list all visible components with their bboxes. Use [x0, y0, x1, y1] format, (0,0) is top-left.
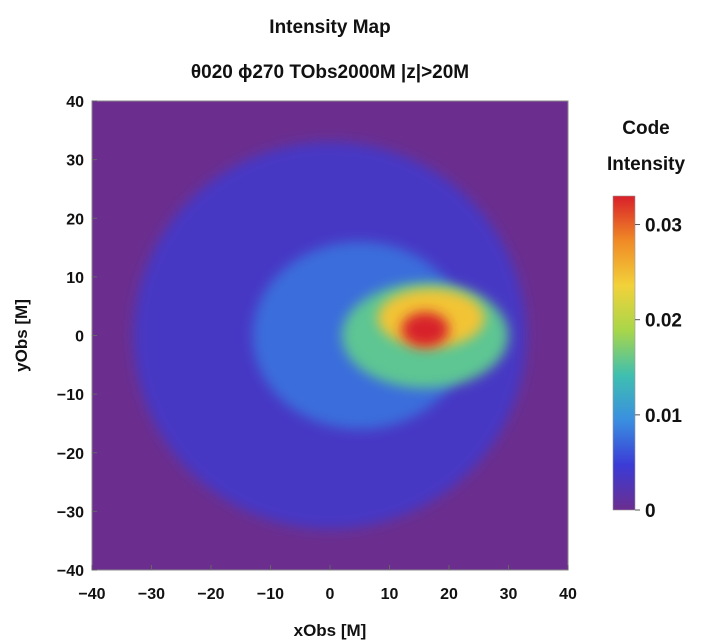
x-tick-label: −10	[257, 586, 284, 603]
y-tick-label: −30	[57, 504, 84, 521]
x-axis-label: xObs [M]	[294, 621, 367, 640]
chart-title: Intensity Map	[269, 17, 391, 38]
x-tick-label: −20	[197, 586, 224, 603]
x-tick-label: −40	[78, 586, 105, 603]
y-tick-label: 20	[66, 211, 84, 228]
x-tick-label: 10	[381, 586, 399, 603]
y-tick-label: 0	[75, 329, 84, 346]
x-tick-label: 0	[326, 586, 335, 603]
y-tick-label: 30	[66, 153, 84, 170]
y-tick-label: −20	[57, 446, 84, 463]
x-tick-label: 30	[500, 586, 518, 603]
y-tick-label: 10	[66, 270, 84, 287]
y-axis-label: yObs [M]	[12, 299, 31, 372]
x-tick-label: 20	[440, 586, 458, 603]
y-tick-label: −10	[57, 387, 84, 404]
colorbar-tick-label: 0.01	[645, 406, 682, 427]
colorbar-title-line1: Code	[622, 118, 670, 139]
heatmap-hotspot	[401, 312, 450, 348]
heatmap-layer	[92, 101, 568, 570]
y-tick-label: 40	[66, 94, 84, 111]
colorbar-tick-label: 0.03	[645, 216, 682, 237]
colorbar-tick-label: 0	[645, 501, 656, 522]
y-tick-label: −40	[57, 563, 84, 580]
colorbar-title-line2: Intensity	[606, 154, 686, 175]
chart-subtitle: θ020 ϕ270 TObs2000M |z|>20M	[190, 62, 470, 83]
colorbar-tick-label: 0.02	[645, 311, 682, 332]
colorbar	[612, 195, 636, 511]
x-tick-label: 40	[559, 586, 577, 603]
x-tick-label: −30	[138, 586, 165, 603]
